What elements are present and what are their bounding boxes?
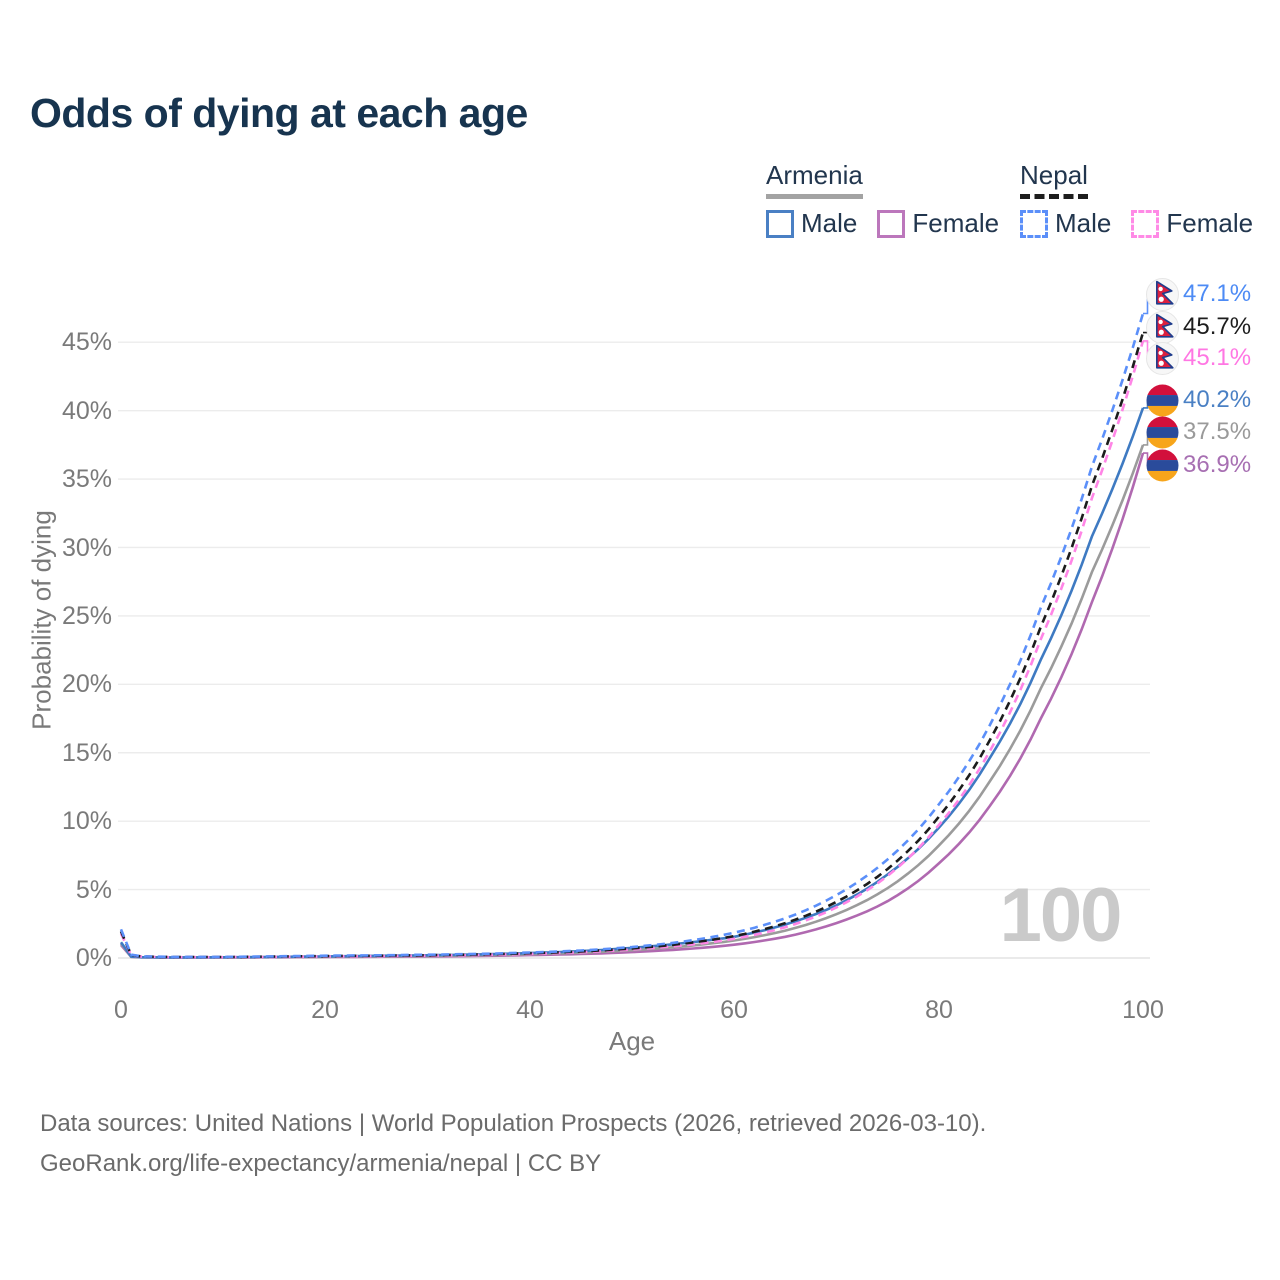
end-label-nepal-male: 47.1% xyxy=(1146,277,1251,311)
legend-item-armenia-male: Male xyxy=(801,208,858,238)
y-tick-15: 15% xyxy=(61,739,112,767)
y-tick-35: 35% xyxy=(61,465,112,493)
nepal-flag-icon xyxy=(1146,310,1179,344)
legend-group-armenia: Armenia Male Female xyxy=(766,160,1019,239)
legend-item-nepal-female: Female xyxy=(1166,208,1254,238)
end-label-armenia-female: 36.9% xyxy=(1146,448,1251,482)
series-line-nepal-female xyxy=(119,340,1145,959)
x-tick-0: 0 xyxy=(114,996,128,1024)
nepal-flag-icon xyxy=(1146,277,1179,311)
series-line-armenia-female xyxy=(120,452,1145,959)
data-sources-line2: GeoRank.org/life-expectancy/armenia/nepa… xyxy=(40,1150,602,1177)
end-label-nepal-both: 45.7% xyxy=(1146,310,1251,344)
end-value: 40.2% xyxy=(1183,386,1252,413)
nepal-flag-icon xyxy=(1146,341,1179,375)
end-label-nepal-female: 45.1% xyxy=(1146,341,1251,375)
y-tick-20: 20% xyxy=(61,670,112,698)
x-tick-20: 20 xyxy=(311,996,339,1024)
series-line-nepal-both-sexes xyxy=(119,332,1145,959)
y-tick-30: 30% xyxy=(61,534,112,562)
end-value: 36.9% xyxy=(1183,451,1252,478)
data-sources-line1: Data sources: United Nations | World Pop… xyxy=(40,1110,987,1137)
legend-row-armenia: Male Female xyxy=(766,208,1019,239)
end-label-armenia-male: 40.2% xyxy=(1146,383,1251,417)
legend-item-nepal-male: Male xyxy=(1055,208,1112,238)
y-tick-25: 25% xyxy=(61,602,112,630)
end-value: 37.5% xyxy=(1183,418,1252,445)
page-title: Odds of dying at each age xyxy=(30,90,528,136)
series-line-armenia-male xyxy=(119,407,1145,959)
y-tick-0: 0% xyxy=(75,944,112,972)
x-tick-40: 40 xyxy=(516,996,544,1024)
series-paths xyxy=(119,313,1145,959)
legend-item-armenia-female: Female xyxy=(912,208,1000,238)
series-line-nepal-male xyxy=(119,313,1145,959)
y-tick-5: 5% xyxy=(75,876,112,904)
y-tick-10: 10% xyxy=(61,807,112,835)
end-label-armenia-both: 37.5% xyxy=(1146,415,1251,449)
armenia-male-swatch-icon xyxy=(766,209,794,238)
data-sources: Data sources: United Nations | World Pop… xyxy=(40,1104,986,1184)
armenia-female-swatch-icon xyxy=(877,209,906,238)
armenia-flag-icon xyxy=(1146,416,1179,448)
end-value: 45.1% xyxy=(1183,344,1252,371)
legend-country-nepal: Nepal xyxy=(1020,160,1088,199)
series-line-armenia-both-sexes xyxy=(119,444,1145,959)
legend-country-armenia: Armenia xyxy=(766,160,863,199)
x-axis-title: Age xyxy=(608,1026,656,1056)
x-tick-100: 100 xyxy=(1122,996,1164,1024)
y-axis-title: Probability of dying xyxy=(26,510,57,730)
x-tick-80: 80 xyxy=(925,996,953,1024)
nepal-male-swatch-icon xyxy=(1020,209,1048,238)
legend-group-nepal: Nepal Male Female xyxy=(1020,160,1273,239)
gridlines xyxy=(118,341,1150,959)
armenia-flag-icon xyxy=(1146,384,1179,416)
end-value: 47.1% xyxy=(1183,280,1252,307)
end-value: 45.7% xyxy=(1183,313,1252,340)
y-tick-45: 45% xyxy=(61,328,112,356)
age-watermark: 100 xyxy=(999,873,1123,958)
x-tick-60: 60 xyxy=(720,996,748,1024)
nepal-female-swatch-icon xyxy=(1131,209,1160,238)
legend-row-nepal: Male Female xyxy=(1020,208,1273,239)
armenia-flag-icon xyxy=(1146,449,1179,481)
y-tick-40: 40% xyxy=(61,397,112,425)
